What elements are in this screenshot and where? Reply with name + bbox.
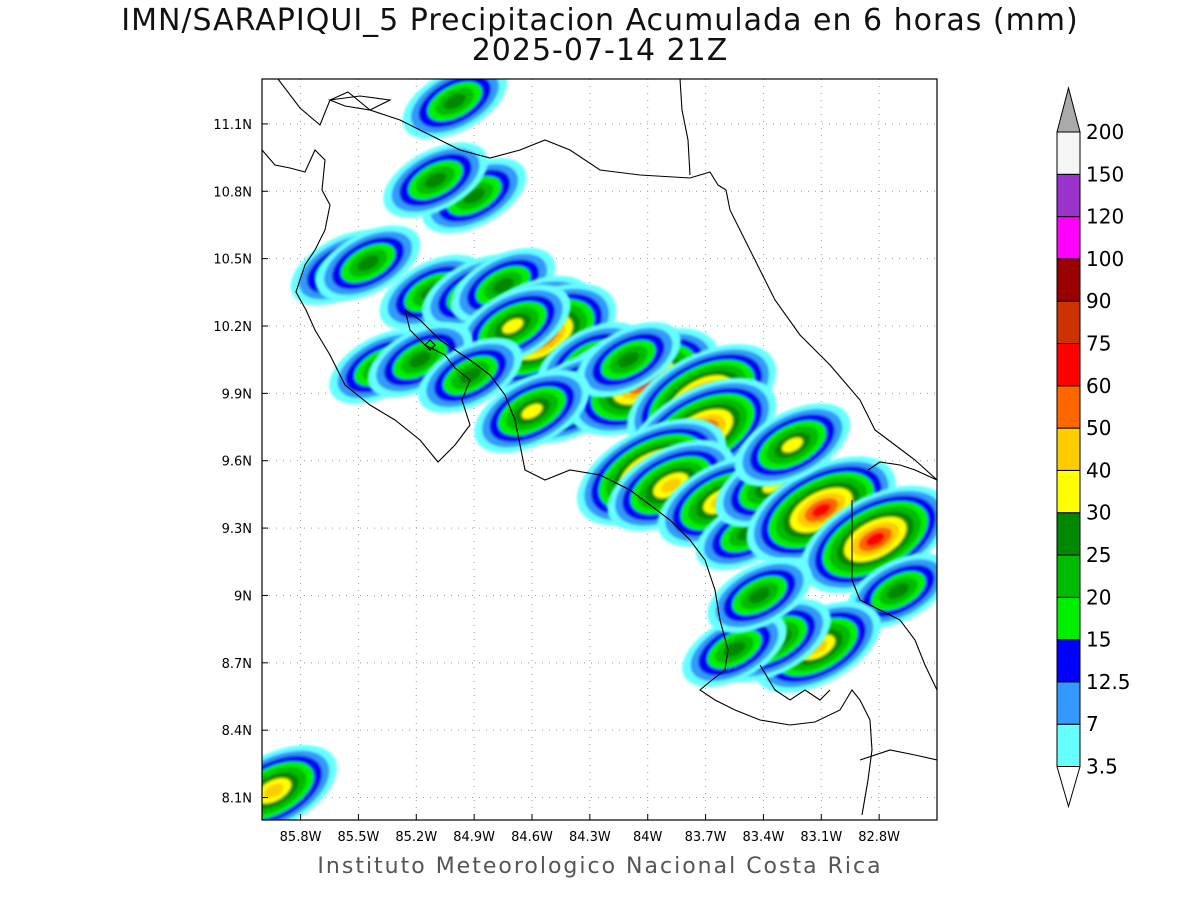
colorbar-label: 25	[1086, 543, 1111, 567]
precip-level	[459, 367, 482, 384]
y-tick-label: 9N	[234, 589, 252, 604]
precip-cell	[315, 225, 421, 301]
map-subtitle-date: 2025-07-14 21Z	[471, 33, 729, 68]
precip-level	[357, 255, 379, 271]
colorbar-label: 7	[1086, 712, 1099, 736]
precip-cell	[734, 403, 851, 487]
x-tick-label: 82.8W	[858, 830, 900, 845]
colorbar-segment	[1056, 385, 1081, 429]
precip-level	[617, 351, 640, 368]
precip-cell	[402, 79, 508, 140]
y-tick-label: 9.3N	[222, 522, 252, 537]
y-tick-label: 8.1N	[222, 792, 252, 807]
footer-credit: Instituto Meteorologico Nacional Costa R…	[317, 854, 883, 879]
colorbar-label: 40	[1086, 458, 1111, 482]
colorbar-segment	[1056, 427, 1081, 471]
precip-level	[424, 172, 447, 188]
longitude-axis: 85.8W 85.5W 85.2W 84.9W 84.6W 84.3W 84W 83.7W 83…	[280, 814, 900, 845]
precip-level	[502, 318, 524, 334]
colorbar-segment	[1056, 216, 1081, 260]
precip-cell	[418, 337, 523, 414]
x-tick-label: 83.1W	[800, 830, 842, 845]
x-tick-label: 85.8W	[280, 830, 322, 845]
colorbar-segment	[1056, 639, 1081, 683]
colorbar-label: 20	[1086, 585, 1111, 609]
colorbar-label: 3.5	[1086, 755, 1118, 779]
precipitation-field	[262, 79, 937, 820]
y-tick-label: 9.6N	[222, 455, 252, 470]
x-tick-label: 84.6W	[511, 830, 553, 845]
colorbar-label: 12.5	[1086, 670, 1131, 694]
map-title: IMN/SARAPIQUI_5 Precipitacion Acumulada …	[121, 3, 1079, 38]
colorbar-segment	[1056, 131, 1081, 175]
colorbar-segment	[1056, 512, 1081, 556]
y-tick-label: 10.8N	[213, 185, 252, 200]
precip-cell	[682, 611, 787, 687]
colorbar-label: 75	[1086, 332, 1111, 356]
precip-cell	[262, 745, 337, 820]
x-tick-label: 83.7W	[685, 830, 727, 845]
colorbar-legend: 3.5 7 12.5 15 20 25 30 40 50 60 75 90 100 120 150 200	[1056, 86, 1131, 809]
precip-level	[865, 532, 885, 547]
precip-level	[492, 277, 514, 294]
colorbar-segment	[1056, 681, 1081, 725]
colorbar-label: 60	[1086, 374, 1111, 398]
precip-level	[811, 503, 831, 517]
precip-level	[887, 583, 910, 599]
colorbar-segment	[1056, 300, 1081, 345]
y-tick-label: 8.4N	[222, 724, 252, 739]
colorbar-segment	[1056, 343, 1081, 387]
latitude-axis: 8.1N 8.4N 8.7N 9N 9.3N 9.6N 9.9N 10.2N 10.5N 10.8…	[213, 118, 268, 807]
colorbar-label: 120	[1086, 205, 1124, 229]
x-tick-label: 85.2W	[395, 830, 437, 845]
y-tick-label: 10.5N	[213, 253, 252, 268]
colorbar-min-triangle	[1056, 766, 1081, 809]
colorbar-label: 90	[1086, 289, 1111, 313]
colorbar-max-triangle	[1056, 86, 1081, 133]
colorbar-segment	[1056, 258, 1081, 302]
colorbar-label: 50	[1086, 416, 1111, 440]
colorbar-label: 15	[1086, 628, 1111, 652]
colorbar-label: 200	[1086, 120, 1124, 144]
colorbar-segment	[1056, 723, 1081, 768]
precip-level	[409, 351, 431, 368]
colorbar-label: 150	[1086, 162, 1124, 186]
precip-level	[521, 403, 543, 419]
coastline	[262, 79, 937, 816]
colorbar-label: 100	[1086, 247, 1124, 271]
plot-frame	[261, 78, 938, 821]
colorbar-segment	[1056, 469, 1081, 514]
y-tick-label: 10.2N	[213, 320, 252, 335]
x-tick-label: 84W	[633, 830, 663, 845]
y-tick-label: 8.7N	[222, 657, 252, 672]
x-tick-label: 83.4W	[743, 830, 785, 845]
colorbar-segment	[1056, 554, 1081, 598]
precip-level	[263, 783, 284, 798]
precip-level	[782, 437, 803, 453]
x-tick-label: 85.5W	[338, 830, 380, 845]
precip-cell	[707, 557, 812, 634]
precip-cell	[383, 142, 488, 218]
precip-cell	[474, 369, 590, 453]
precip-level	[748, 587, 771, 604]
colorbar-segment	[1056, 173, 1081, 218]
y-tick-label: 9.9N	[222, 387, 252, 402]
x-tick-label: 84.9W	[453, 830, 495, 845]
colorbar-segment	[1056, 596, 1081, 641]
precip-level	[723, 641, 746, 658]
colorbar-label: 30	[1086, 501, 1111, 525]
y-tick-label: 11.1N	[213, 118, 252, 133]
x-tick-label: 84.3W	[569, 830, 611, 845]
precip-level	[660, 478, 681, 493]
precip-level	[444, 93, 466, 110]
